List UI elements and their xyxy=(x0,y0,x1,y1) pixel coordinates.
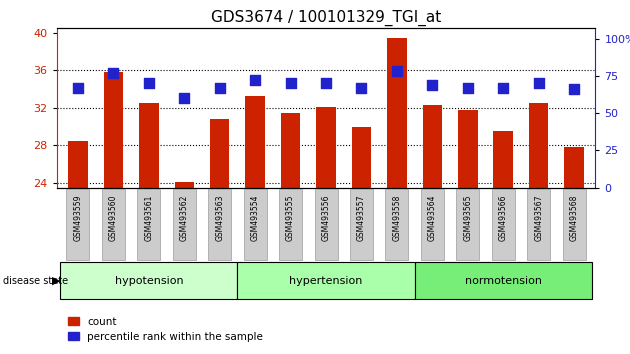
Bar xyxy=(238,262,415,299)
Bar xyxy=(244,189,266,260)
Point xyxy=(73,85,83,91)
Bar xyxy=(316,107,336,188)
Bar xyxy=(210,119,229,188)
Point xyxy=(250,78,260,83)
Bar xyxy=(314,189,338,260)
Bar xyxy=(175,182,194,188)
Bar xyxy=(352,127,371,188)
Text: GSM493556: GSM493556 xyxy=(321,194,331,241)
Point xyxy=(215,85,225,91)
Bar xyxy=(527,189,550,260)
Text: ▶: ▶ xyxy=(52,275,60,286)
Bar xyxy=(208,189,231,260)
Bar xyxy=(68,141,88,188)
Bar xyxy=(66,189,89,260)
Bar xyxy=(491,189,515,260)
Title: GDS3674 / 100101329_TGI_at: GDS3674 / 100101329_TGI_at xyxy=(211,9,441,25)
Text: GSM493566: GSM493566 xyxy=(499,194,508,241)
Bar xyxy=(529,103,548,188)
Text: disease state: disease state xyxy=(3,275,68,286)
Text: GSM493563: GSM493563 xyxy=(215,194,224,241)
Point xyxy=(534,81,544,86)
Bar xyxy=(563,189,586,260)
Point xyxy=(462,85,472,91)
Text: GSM493564: GSM493564 xyxy=(428,194,437,241)
Point xyxy=(144,81,154,86)
Bar xyxy=(60,262,238,299)
Bar xyxy=(102,189,125,260)
Bar xyxy=(458,110,478,188)
Bar xyxy=(139,103,159,188)
Point xyxy=(392,69,402,74)
Point xyxy=(108,70,118,76)
Bar xyxy=(279,189,302,260)
Bar xyxy=(350,189,373,260)
Bar xyxy=(493,131,513,188)
Text: GSM493562: GSM493562 xyxy=(180,194,189,241)
Point xyxy=(179,96,189,101)
Bar xyxy=(564,147,584,188)
Point xyxy=(569,86,579,92)
Text: hypertension: hypertension xyxy=(289,275,363,286)
Point xyxy=(285,81,295,86)
Text: GSM493561: GSM493561 xyxy=(144,194,153,241)
Bar xyxy=(421,189,444,260)
Bar xyxy=(415,262,592,299)
Bar xyxy=(423,105,442,188)
Text: normotension: normotension xyxy=(465,275,542,286)
Text: GSM493560: GSM493560 xyxy=(109,194,118,241)
Bar xyxy=(386,189,408,260)
Bar xyxy=(456,189,479,260)
Text: GSM493557: GSM493557 xyxy=(357,194,366,241)
Point xyxy=(357,85,367,91)
Text: GSM493568: GSM493568 xyxy=(570,194,578,241)
Text: GSM493554: GSM493554 xyxy=(251,194,260,241)
Point xyxy=(427,82,437,88)
Text: hypotension: hypotension xyxy=(115,275,183,286)
Text: GSM493558: GSM493558 xyxy=(392,194,401,241)
Text: GSM493555: GSM493555 xyxy=(286,194,295,241)
Point xyxy=(321,81,331,86)
Bar xyxy=(104,72,123,188)
Bar xyxy=(173,189,196,260)
Text: GSM493567: GSM493567 xyxy=(534,194,543,241)
Text: GSM493565: GSM493565 xyxy=(463,194,472,241)
Bar xyxy=(281,113,301,188)
Bar xyxy=(246,96,265,188)
Legend: count, percentile rank within the sample: count, percentile rank within the sample xyxy=(68,316,263,342)
Text: GSM493559: GSM493559 xyxy=(74,194,83,241)
Bar xyxy=(387,38,406,188)
Bar xyxy=(137,189,161,260)
Point xyxy=(498,85,508,91)
